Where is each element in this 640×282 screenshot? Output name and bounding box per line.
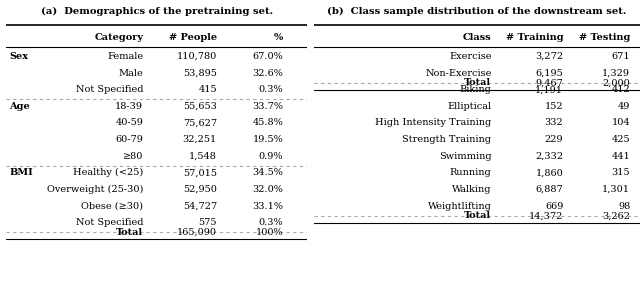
- Text: 110,780: 110,780: [177, 52, 217, 61]
- Text: 671: 671: [612, 52, 630, 61]
- Text: Total: Total: [465, 78, 492, 87]
- Text: 441: 441: [611, 152, 630, 161]
- Text: ≥80: ≥80: [123, 152, 143, 161]
- Text: 52,950: 52,950: [183, 185, 217, 194]
- Text: 2,000: 2,000: [602, 78, 630, 87]
- Text: 34.5%: 34.5%: [252, 168, 283, 177]
- Text: 19.5%: 19.5%: [252, 135, 283, 144]
- Text: 575: 575: [198, 218, 217, 227]
- Text: Age: Age: [10, 102, 30, 111]
- Text: 0.3%: 0.3%: [259, 218, 283, 227]
- Text: 60-79: 60-79: [115, 135, 143, 144]
- Text: 18-39: 18-39: [115, 102, 143, 111]
- Text: # People: # People: [169, 33, 217, 42]
- Text: 1,860: 1,860: [536, 168, 563, 177]
- Text: Overweight (25-30): Overweight (25-30): [47, 185, 143, 194]
- Text: 75,627: 75,627: [183, 118, 217, 127]
- Text: Female: Female: [107, 52, 143, 61]
- Text: Obese (≥30): Obese (≥30): [81, 202, 143, 211]
- Text: 3,262: 3,262: [602, 211, 630, 220]
- Text: 33.7%: 33.7%: [252, 102, 283, 111]
- Text: 9,467: 9,467: [536, 78, 563, 87]
- Text: 32.6%: 32.6%: [252, 69, 283, 78]
- Text: Male: Male: [118, 69, 143, 78]
- Text: 40-59: 40-59: [115, 118, 143, 127]
- Text: Class: Class: [463, 33, 492, 42]
- Text: 6,887: 6,887: [536, 185, 563, 194]
- Text: 49: 49: [618, 102, 630, 111]
- Text: (b)  Class sample distribution of the downstream set.: (b) Class sample distribution of the dow…: [327, 7, 627, 16]
- Text: 98: 98: [618, 202, 630, 211]
- Text: Total: Total: [465, 211, 492, 220]
- Text: 315: 315: [612, 168, 630, 177]
- Text: Swimming: Swimming: [439, 152, 492, 161]
- Text: 32,251: 32,251: [182, 135, 217, 144]
- Text: 0.3%: 0.3%: [259, 85, 283, 94]
- Text: 332: 332: [545, 118, 563, 127]
- Text: Walking: Walking: [452, 185, 492, 194]
- Text: 6,195: 6,195: [536, 69, 563, 78]
- Text: 67.0%: 67.0%: [252, 52, 283, 61]
- Text: Sex: Sex: [10, 52, 29, 61]
- Text: Not Specified: Not Specified: [76, 218, 143, 227]
- Text: 100%: 100%: [255, 228, 283, 237]
- Text: Strength Training: Strength Training: [403, 135, 492, 144]
- Text: Biking: Biking: [460, 85, 492, 94]
- Text: 165,090: 165,090: [177, 228, 217, 237]
- Text: 33.1%: 33.1%: [252, 202, 283, 211]
- Text: Weightlifting: Weightlifting: [428, 202, 492, 211]
- Text: 32.0%: 32.0%: [252, 185, 283, 194]
- Text: 14,372: 14,372: [529, 211, 563, 220]
- Text: 3,272: 3,272: [535, 52, 563, 61]
- Text: # Testing: # Testing: [579, 33, 630, 42]
- Text: 1,548: 1,548: [189, 152, 217, 161]
- Text: 1,329: 1,329: [602, 69, 630, 78]
- Text: %: %: [274, 33, 283, 42]
- Text: Category: Category: [94, 33, 143, 42]
- Text: Not Specified: Not Specified: [76, 85, 143, 94]
- Text: 55,653: 55,653: [183, 102, 217, 111]
- Text: 2,332: 2,332: [535, 152, 563, 161]
- Text: 412: 412: [611, 85, 630, 94]
- Text: Total: Total: [116, 228, 143, 237]
- Text: (a)  Demographics of the pretraining set.: (a) Demographics of the pretraining set.: [41, 7, 273, 16]
- Text: Elliptical: Elliptical: [447, 102, 492, 111]
- Text: # Training: # Training: [506, 33, 563, 42]
- Text: BMI: BMI: [10, 168, 33, 177]
- Text: Exercise: Exercise: [449, 52, 492, 61]
- Text: Healthy (<25): Healthy (<25): [73, 168, 143, 177]
- Text: 1,191: 1,191: [535, 85, 563, 94]
- Text: Running: Running: [450, 168, 492, 177]
- Text: 415: 415: [198, 85, 217, 94]
- Text: High Intensity Training: High Intensity Training: [375, 118, 492, 127]
- Text: 669: 669: [545, 202, 563, 211]
- Text: 54,727: 54,727: [182, 202, 217, 211]
- Text: 0.9%: 0.9%: [259, 152, 283, 161]
- Text: 152: 152: [545, 102, 563, 111]
- Text: 57,015: 57,015: [183, 168, 217, 177]
- Text: 104: 104: [612, 118, 630, 127]
- Text: Non-Exercise: Non-Exercise: [425, 69, 492, 78]
- Text: 1,301: 1,301: [602, 185, 630, 194]
- Text: 53,895: 53,895: [183, 69, 217, 78]
- Text: 229: 229: [545, 135, 563, 144]
- Text: 425: 425: [612, 135, 630, 144]
- Text: 45.8%: 45.8%: [252, 118, 283, 127]
